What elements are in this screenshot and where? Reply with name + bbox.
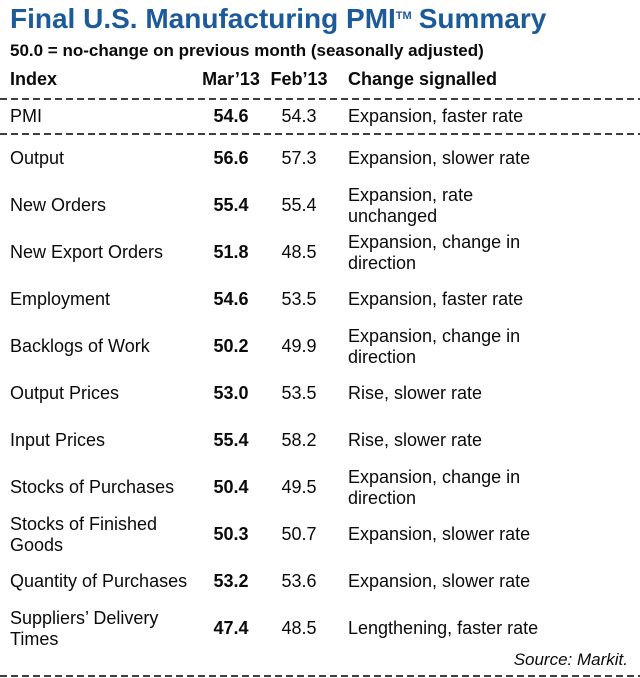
row-mar-value: 55.4 [213,430,249,450]
row-index-label: Input Prices [10,430,106,450]
row-mar-value: 50.4 [213,477,249,497]
row-mar-value: 50.2 [213,336,249,356]
source-note: Source: Markit. [513,650,628,669]
table-row-output: Output 56.6 57.3 Expansion, slower rate [0,135,640,182]
table-row-output-prices: Output Prices 53.0 53.5 Rise, slower rat… [0,370,640,417]
column-header-change-signalled: Change signalled [348,69,498,89]
row-feb-value: 50.7 [281,524,317,544]
row-mar-value: 51.8 [213,242,249,262]
column-header-feb13: Feb’13 [270,69,328,89]
row-change-label: Expansion, faster rate [348,289,524,309]
summary-table: Index Mar’13 Feb’13 Change signalled PMI… [0,61,640,652]
row-index-label: Stocks of Finished Goods [10,513,158,555]
column-header-mar13: Mar’13 [202,69,260,89]
dashed-separator [0,675,640,677]
table-row-backlogs-of-work: Backlogs of Work 50.2 49.9 Expansion, ch… [0,323,640,370]
row-feb-value: 58.2 [281,430,317,450]
column-header-index: Index [10,69,58,89]
row-index-label: PMI [10,106,43,126]
table-row-suppliers-delivery-times: Suppliers’ Delivery Times 47.4 48.5 Leng… [0,605,640,652]
row-mar-value: 47.4 [213,618,249,638]
subtitle: 50.0 = no-change on previous month (seas… [10,41,484,60]
row-change-label: Expansion, faster rate [348,106,524,126]
row-feb-value: 53.5 [281,289,317,309]
table-header-row: Index Mar’13 Feb’13 Change signalled [0,61,640,98]
row-index-label: Quantity of Purchases [10,571,188,591]
row-change-label: Rise, slower rate [348,430,483,450]
table-row-new-orders: New Orders 55.4 55.4 Expansion, rate unc… [0,182,640,229]
title-main: Final U.S. Manufacturing PMI [10,3,396,34]
row-change-label: Rise, slower rate [348,383,483,403]
row-index-label: New Export Orders [10,242,164,262]
row-change-label: Expansion, slower rate [348,148,531,168]
row-index-label: Employment [10,289,111,309]
row-mar-value: 55.4 [213,195,249,215]
row-index-label: Backlogs of Work [10,336,150,356]
row-feb-value: 49.5 [281,477,317,497]
row-mar-value: 50.3 [213,524,249,544]
row-change-label: Expansion, change in direction [348,466,521,508]
table-row-stocks-of-finished-goods: Stocks of Finished Goods 50.3 50.7 Expan… [0,511,640,558]
row-mar-value: 53.2 [213,571,249,591]
dashed-separator [0,133,640,135]
table-row-input-prices: Input Prices 55.4 58.2 Rise, slower rate [0,417,640,464]
page-title: Final U.S. Manufacturing PMITM Summary [0,0,640,35]
table-row-pmi: PMI 54.6 54.3 Expansion, faster rate [0,100,640,133]
row-index-label: Output [10,148,65,168]
row-change-label: Expansion, rate unchanged [348,184,474,226]
table-row-new-export-orders: New Export Orders 51.8 48.5 Expansion, c… [0,229,640,276]
row-feb-value: 55.4 [281,195,317,215]
row-index-label: Stocks of Purchases [10,477,175,497]
row-feb-value: 49.9 [281,336,317,356]
title-rest: Summary [418,3,547,34]
row-feb-value: 48.5 [281,618,317,638]
row-mar-value: 53.0 [213,383,249,403]
row-feb-value: 57.3 [281,148,317,168]
table-row-employment: Employment 54.6 53.5 Expansion, faster r… [0,276,640,323]
row-index-label: Output Prices [10,383,120,403]
row-feb-value: 48.5 [281,242,317,262]
row-mar-value: 56.6 [213,148,249,168]
row-change-label: Expansion, change in direction [348,231,521,273]
row-change-label: Expansion, slower rate [348,524,531,544]
row-feb-value: 53.6 [281,571,317,591]
row-index-label: Suppliers’ Delivery Times [10,607,159,649]
row-feb-value: 54.3 [281,106,317,126]
row-mar-value: 54.6 [213,289,249,309]
row-change-label: Expansion, slower rate [348,571,531,591]
row-feb-value: 53.5 [281,383,317,403]
table-row-quantity-of-purchases: Quantity of Purchases 53.2 53.6 Expansio… [0,558,640,605]
trademark-symbol: TM [395,10,412,22]
row-change-label: Expansion, change in direction [348,325,521,367]
row-mar-value: 54.6 [213,106,249,126]
row-index-label: New Orders [10,195,107,215]
dashed-separator [0,98,640,100]
table-row-stocks-of-purchases: Stocks of Purchases 50.4 49.5 Expansion,… [0,464,640,511]
row-change-label: Lengthening, faster rate [348,618,539,638]
